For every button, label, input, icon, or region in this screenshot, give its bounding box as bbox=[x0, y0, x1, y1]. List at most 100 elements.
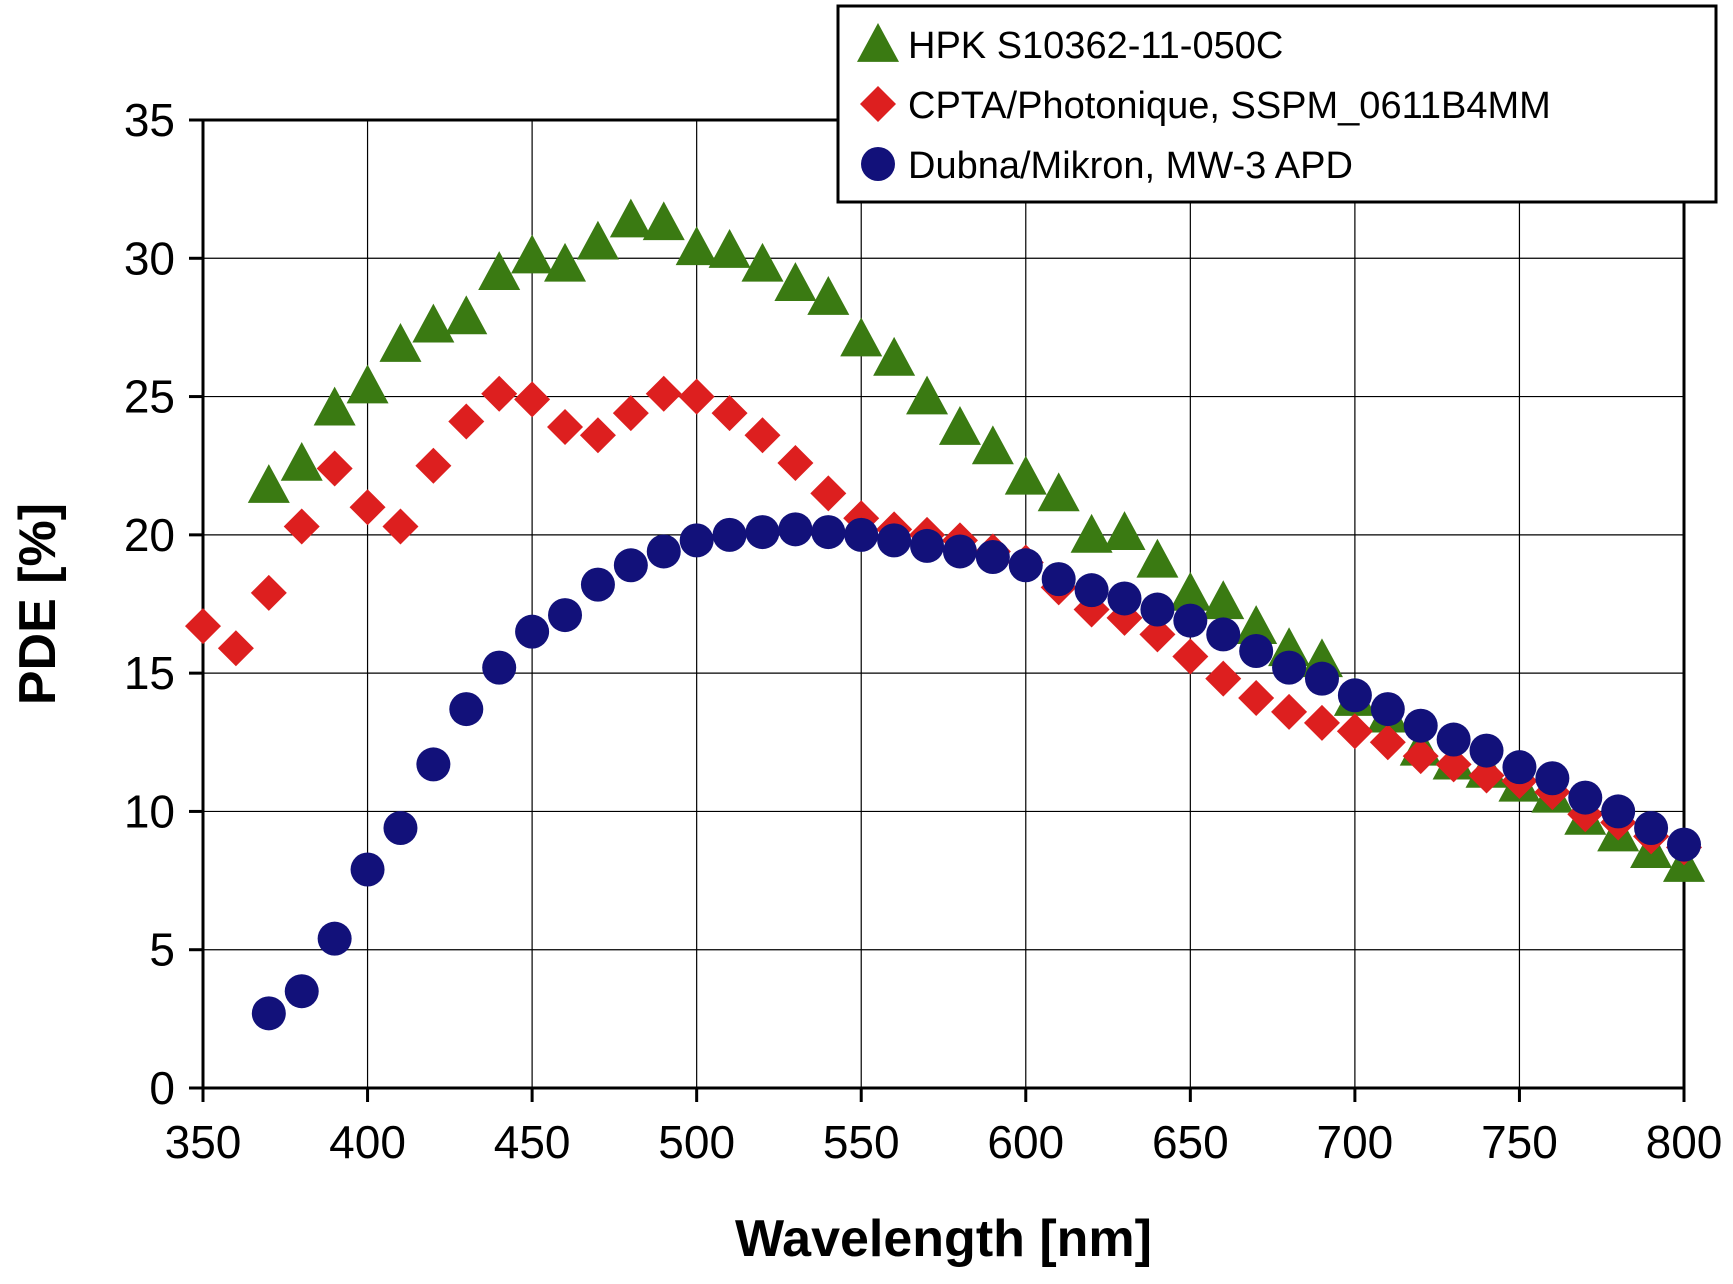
data-point-triangle bbox=[873, 336, 916, 376]
data-point-triangle bbox=[708, 228, 751, 268]
legend-circle-icon bbox=[861, 147, 895, 181]
data-point-circle bbox=[1502, 750, 1537, 785]
x-tick-label: 650 bbox=[1152, 1116, 1229, 1168]
data-point-circle bbox=[679, 523, 714, 558]
data-point-triangle bbox=[642, 201, 685, 241]
data-point-diamond bbox=[612, 395, 649, 432]
data-point-circle bbox=[811, 515, 846, 550]
x-tick-label: 800 bbox=[1646, 1116, 1723, 1168]
x-tick-label: 500 bbox=[658, 1116, 735, 1168]
data-point-circle bbox=[877, 523, 912, 558]
data-point-circle bbox=[1140, 592, 1175, 627]
data-point-diamond bbox=[283, 508, 320, 545]
x-tick-label: 350 bbox=[165, 1116, 242, 1168]
data-point-circle bbox=[1601, 794, 1636, 829]
y-axis-title: PDE [%] bbox=[9, 503, 67, 705]
data-point-triangle bbox=[379, 323, 422, 362]
data-point-triangle bbox=[741, 242, 784, 282]
x-tick-label: 400 bbox=[329, 1116, 406, 1168]
data-point-diamond bbox=[810, 475, 847, 512]
data-point-circle bbox=[1535, 761, 1570, 796]
data-point-triangle bbox=[675, 226, 718, 266]
data-point-triangle bbox=[807, 276, 850, 315]
data-point-circle bbox=[1206, 617, 1241, 652]
data-point-circle bbox=[580, 567, 615, 602]
data-point-diamond bbox=[579, 417, 616, 454]
data-point-triangle bbox=[774, 262, 817, 302]
data-point-circle bbox=[1008, 548, 1043, 583]
data-point-diamond bbox=[711, 395, 748, 432]
data-point-triangle bbox=[346, 364, 389, 404]
data-point-triangle bbox=[544, 242, 587, 282]
data-point-diamond bbox=[1369, 724, 1406, 761]
axis-ticks: 350 400 450 500 550 600 650 700 750 800 0 5 10 15 20 25… bbox=[124, 94, 1723, 1168]
data-point-triangle bbox=[280, 441, 323, 481]
data-point-triangle bbox=[412, 303, 455, 343]
data-point-triangle bbox=[511, 234, 554, 274]
data-point-diamond bbox=[481, 375, 518, 412]
legend-label: Dubna/Mikron, MW-3 APD bbox=[908, 145, 1353, 187]
data-point-circle bbox=[383, 811, 418, 846]
data-point-circle bbox=[1634, 811, 1669, 846]
legend-triangle-icon bbox=[857, 23, 899, 62]
y-tick-label: 15 bbox=[124, 647, 175, 699]
data-point-triangle bbox=[1169, 571, 1212, 611]
y-tick-label: 35 bbox=[124, 94, 175, 146]
data-point-triangle bbox=[445, 295, 488, 335]
data-point-triangle bbox=[609, 198, 652, 238]
data-point-diamond bbox=[448, 403, 485, 440]
data-point-circle bbox=[1173, 603, 1208, 638]
data-point-triangle bbox=[313, 386, 356, 426]
data-point-diamond bbox=[1238, 680, 1275, 717]
data-point-triangle bbox=[1004, 455, 1047, 495]
data-point-triangle bbox=[478, 251, 521, 290]
data-point-diamond bbox=[1336, 713, 1373, 750]
data-point-circle bbox=[1239, 634, 1274, 669]
legend-entry: HPK S10362-11-050C bbox=[857, 23, 1283, 67]
data-point-diamond bbox=[1205, 660, 1242, 697]
data-point-circle bbox=[515, 614, 550, 649]
y-tick-label: 25 bbox=[124, 371, 175, 423]
data-point-circle bbox=[1403, 708, 1438, 743]
data-point-triangle bbox=[576, 220, 619, 260]
data-point-diamond bbox=[217, 630, 254, 667]
data-point-triangle bbox=[938, 405, 981, 445]
data-point-circle bbox=[1436, 722, 1471, 757]
data-point-circle bbox=[1469, 733, 1504, 768]
data-point-circle bbox=[1074, 573, 1109, 608]
y-tick-label: 30 bbox=[124, 232, 175, 284]
data-point-diamond bbox=[777, 444, 814, 481]
data-point-circle bbox=[1041, 562, 1076, 597]
legend: HPK S10362-11-050C CPTA/Photonique, SSPM_… bbox=[836, 4, 1718, 204]
data-point-diamond bbox=[415, 447, 452, 484]
data-point-diamond bbox=[1435, 746, 1472, 783]
data-point-diamond bbox=[1172, 638, 1209, 675]
data-point-circle bbox=[712, 517, 747, 552]
data-point-triangle bbox=[1070, 513, 1113, 553]
data-point-diamond bbox=[678, 378, 715, 415]
data-point-circle bbox=[1272, 650, 1307, 685]
data-point-diamond bbox=[645, 375, 682, 412]
data-point-circle bbox=[646, 534, 681, 569]
data-point-triangle bbox=[1037, 472, 1080, 512]
data-point-triangle bbox=[971, 425, 1014, 465]
data-point-circle bbox=[548, 598, 583, 633]
data-point-diamond bbox=[349, 489, 386, 526]
data-point-diamond bbox=[1468, 757, 1505, 794]
data-point-diamond bbox=[316, 450, 353, 487]
data-point-circle bbox=[613, 548, 648, 583]
data-point-diamond bbox=[1271, 693, 1308, 730]
data-point-circle bbox=[449, 692, 484, 727]
y-tick-label: 20 bbox=[124, 509, 175, 561]
data-series bbox=[185, 198, 1705, 1031]
x-tick-label: 600 bbox=[987, 1116, 1064, 1168]
data-point-circle bbox=[1304, 661, 1339, 696]
data-point-circle bbox=[416, 747, 451, 782]
data-point-circle bbox=[778, 512, 813, 547]
data-point-circle bbox=[1370, 692, 1405, 727]
data-point-circle bbox=[910, 528, 945, 563]
data-point-circle bbox=[975, 539, 1010, 574]
legend-entry: Dubna/Mikron, MW-3 APD bbox=[861, 145, 1353, 187]
data-point-circle bbox=[1568, 780, 1603, 815]
